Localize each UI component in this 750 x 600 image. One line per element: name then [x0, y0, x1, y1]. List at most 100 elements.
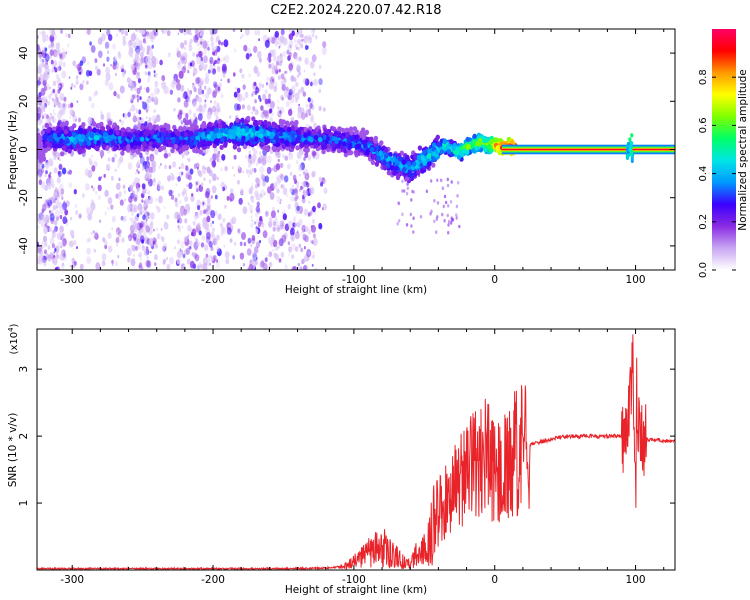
noise-speck [254, 183, 258, 189]
noise-speck [252, 90, 255, 94]
noise-speck [117, 158, 122, 166]
noise-speck [237, 228, 242, 235]
noise-speck [70, 102, 74, 108]
noise-speck [135, 182, 141, 190]
noise-speck [70, 86, 73, 90]
noise-speck [205, 92, 210, 100]
noise-speck [280, 251, 285, 258]
noise-speck [307, 36, 313, 44]
noise-speck [202, 201, 205, 206]
noise-speck [108, 34, 113, 41]
noise-speck [186, 184, 188, 187]
noise-speck [47, 254, 52, 262]
noise-speck [283, 210, 286, 214]
noise-speck [188, 29, 192, 36]
noise-speck [210, 41, 215, 48]
noise-speck [59, 252, 65, 261]
noise-speck [198, 66, 201, 71]
noise-speck [294, 246, 299, 252]
noise-speck [193, 236, 196, 240]
noise-speck [182, 55, 186, 61]
noise-speck [48, 180, 51, 184]
noise-speck [216, 176, 219, 181]
noise-speck [75, 75, 79, 80]
noise-speck [169, 89, 174, 95]
noise-speck [146, 191, 148, 195]
noise-speck [304, 78, 310, 86]
noise-speck [137, 78, 142, 84]
noise-speck [153, 29, 159, 37]
noise-speck [253, 81, 257, 87]
noise-speck [303, 77, 307, 85]
noise-speck [39, 173, 43, 179]
noise-speck [191, 193, 194, 197]
noise-speck [272, 248, 275, 252]
noise-speck [409, 212, 412, 217]
noise-speck [88, 237, 92, 243]
noise-speck [245, 155, 248, 159]
noise-speck [54, 93, 58, 98]
noise-speck [233, 72, 236, 77]
noise-speck [252, 106, 256, 112]
noise-speck [183, 91, 188, 100]
noise-speck [202, 221, 207, 229]
noise-speck [73, 260, 77, 266]
noise-speck [233, 174, 236, 177]
noise-speck [67, 33, 71, 39]
noise-speck [314, 35, 318, 40]
noise-speck [311, 104, 315, 111]
noise-speck [114, 260, 119, 267]
noise-speck [183, 112, 186, 116]
noise-speck [90, 45, 96, 53]
noise-speck [303, 69, 306, 73]
noise-speck [155, 205, 158, 209]
noise-speck [49, 227, 52, 232]
noise-speck [128, 236, 131, 241]
noise-speck [312, 170, 317, 177]
noise-speck [211, 160, 217, 168]
noise-speck [229, 238, 233, 243]
noise-speck [223, 39, 229, 48]
noise-speck [274, 30, 279, 38]
noise-speck [204, 76, 210, 85]
noise-speck [42, 58, 45, 63]
noise-speck [313, 82, 315, 85]
noise-speck [52, 80, 57, 87]
noise-speck [266, 76, 270, 81]
noise-speck [252, 153, 257, 162]
noise-speck [306, 182, 310, 188]
noise-speck [243, 242, 247, 247]
noise-speck [139, 257, 142, 261]
noise-speck [102, 63, 106, 67]
noise-speck [276, 175, 282, 183]
noise-speck [182, 57, 187, 65]
noise-speck [58, 163, 63, 170]
noise-speck [153, 178, 156, 183]
noise-speck [261, 83, 265, 89]
noise-speck [101, 253, 107, 261]
noise-speck [209, 29, 213, 33]
noise-speck [177, 61, 181, 66]
noise-speck [178, 110, 183, 116]
noise-speck [110, 204, 114, 210]
noise-speck [141, 209, 145, 214]
noise-speck [232, 255, 235, 260]
noise-speck [218, 40, 221, 46]
noise-speck [212, 153, 217, 162]
noise-speck [222, 186, 226, 192]
noise-speck [85, 207, 91, 215]
noise-speck [51, 65, 55, 70]
noise-speck [206, 215, 211, 223]
noise-speck [203, 209, 206, 215]
noise-speck [138, 40, 143, 47]
noise-speck [155, 227, 159, 232]
noise-speck [185, 112, 189, 119]
noise-speck [244, 29, 250, 36]
noise-speck [76, 100, 79, 103]
noise-speck [91, 154, 93, 158]
ridge-point [188, 126, 193, 132]
noise-speck [277, 209, 280, 213]
noise-speck [57, 102, 62, 109]
ridge-point [100, 126, 106, 132]
ridge-point [243, 119, 249, 125]
